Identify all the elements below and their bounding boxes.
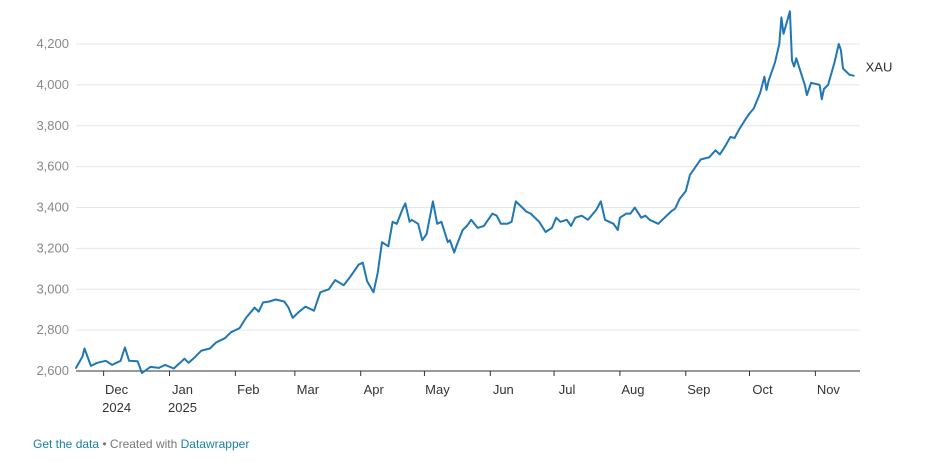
datawrapper-link[interactable]: Datawrapper <box>180 437 250 451</box>
x-tick-label: Jun <box>493 382 514 397</box>
y-tick-label: 2,600 <box>36 363 69 378</box>
x-tick-label: Jul <box>559 382 576 397</box>
x-tick-label: Feb <box>237 382 259 397</box>
y-tick-label: 3,400 <box>36 200 69 215</box>
y-tick-label: 4,000 <box>36 77 69 92</box>
x-tick-label: Dec <box>105 382 129 397</box>
line-chart: 2,600 2,800 3,000 3,200 3,400 3,600 3,800 4,000… <box>36 10 893 415</box>
y-tick-label: 4,200 <box>36 36 69 51</box>
series-line-xau <box>75 10 855 374</box>
series-group: XAU <box>75 10 893 374</box>
y-tick-label: 3,800 <box>36 118 69 133</box>
x-tick-label: Sep <box>687 382 710 397</box>
x-axis: Dec 2024 Jan 2025 Feb Mar Apr May Jun Jul Aug Sep Oc… <box>102 371 840 415</box>
x-tick-label: Apr <box>364 382 385 397</box>
y-tick-label: 3,600 <box>36 159 69 174</box>
x-tick-label: Aug <box>621 382 644 397</box>
chart-footer: Get the data • Created with Datawrapper <box>33 437 249 451</box>
x-tick-label: Mar <box>297 382 320 397</box>
get-the-data-link[interactable]: Get the data <box>33 437 100 451</box>
gridlines <box>76 43 860 372</box>
x-tick-sublabel: 2024 <box>102 400 131 415</box>
y-tick-label: 3,000 <box>36 281 69 296</box>
x-tick-label: Jan <box>172 382 193 397</box>
x-tick-label: Nov <box>817 382 841 397</box>
series-label-xau: XAU <box>866 60 893 75</box>
x-tick-label: May <box>425 382 450 397</box>
x-tick-label: Oct <box>752 382 773 397</box>
x-tick-sublabel: 2025 <box>168 400 197 415</box>
footer-credit-text: • Created with <box>99 437 181 451</box>
y-axis: 2,600 2,800 3,000 3,200 3,400 3,600 3,800 4,000… <box>36 36 69 378</box>
y-tick-label: 3,200 <box>36 240 69 255</box>
y-tick-label: 2,800 <box>36 322 69 337</box>
